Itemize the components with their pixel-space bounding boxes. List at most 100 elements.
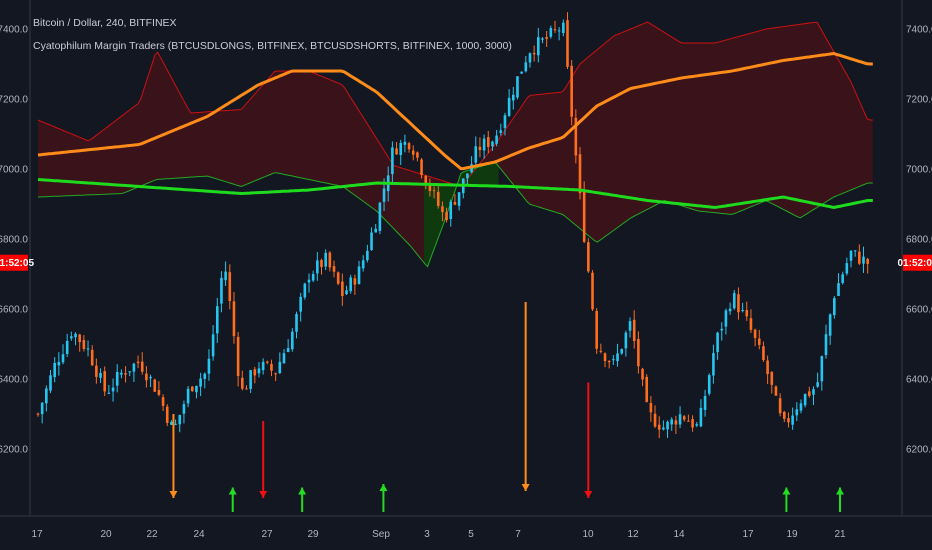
candles — [36, 12, 869, 439]
candle-body — [403, 141, 407, 145]
candle-body — [799, 403, 803, 411]
candle-body — [816, 382, 819, 387]
candle-body — [307, 279, 311, 283]
candle-body — [453, 201, 457, 205]
candle-body — [203, 373, 207, 379]
candle-body — [424, 175, 428, 185]
candle-body — [107, 392, 111, 394]
arrow-head-3 — [259, 491, 268, 498]
candle-body — [370, 232, 373, 250]
candle-body — [399, 142, 403, 156]
candle-body — [557, 30, 561, 32]
red-band-fill — [38, 22, 873, 267]
candle-body — [149, 377, 152, 379]
candle-body — [328, 252, 332, 268]
y-tick-right: 6400.0 — [906, 375, 932, 386]
candle-body — [507, 97, 511, 116]
candle-body — [161, 397, 165, 406]
candle-body — [278, 361, 282, 374]
candle-body — [607, 360, 611, 363]
x-tick-label: 10 — [582, 529, 594, 540]
candle-body — [787, 418, 790, 423]
candle-body — [357, 266, 361, 284]
candle-body — [603, 353, 607, 362]
price-tag-left-bg — [0, 254, 28, 271]
y-tick-right: 6600.0 — [906, 305, 932, 316]
candle-body — [378, 202, 382, 231]
candle-body — [499, 130, 503, 133]
candle-body — [291, 331, 294, 350]
candle-body — [416, 152, 419, 158]
candle-body — [753, 329, 757, 339]
candle-body — [482, 138, 486, 151]
candle-body — [762, 346, 765, 361]
candle-body — [712, 353, 715, 376]
arrow-head-2 — [228, 487, 237, 495]
candle-body — [186, 388, 190, 404]
candle-body — [240, 377, 244, 389]
candle-body — [616, 353, 619, 362]
candle-body — [99, 372, 102, 378]
candle-body — [111, 387, 115, 392]
candle-body — [582, 191, 586, 242]
candle-body — [341, 281, 344, 297]
candle-body — [649, 403, 653, 413]
orange-line — [37, 52, 873, 171]
candle-body — [511, 94, 515, 101]
candle-body — [274, 373, 277, 375]
candle-body — [353, 278, 357, 285]
candle-body — [70, 336, 73, 339]
candle-body — [866, 258, 869, 264]
candle-body — [257, 368, 261, 374]
candle-body — [628, 321, 632, 331]
green-band-fill — [424, 162, 499, 267]
candle-body — [682, 416, 686, 420]
candle-body — [858, 251, 861, 264]
candle-body — [53, 363, 56, 378]
candle-body — [766, 360, 769, 375]
candle-body — [541, 38, 544, 40]
candle-body — [366, 250, 369, 261]
candle-body — [495, 135, 498, 144]
candle-body — [486, 137, 490, 147]
candle-body — [324, 252, 327, 267]
candle-body — [491, 141, 494, 147]
y-tick-left: 6200.0 — [0, 445, 28, 456]
candle-body — [211, 334, 215, 357]
candle-body — [599, 350, 603, 352]
candle-body — [124, 373, 127, 375]
candle-body — [165, 406, 169, 423]
candle-body — [720, 328, 724, 331]
candle-body — [741, 310, 744, 312]
candle-body — [215, 306, 219, 334]
candle-body — [670, 419, 674, 425]
candle-body — [395, 148, 398, 155]
candle-body — [90, 349, 94, 366]
y-tick-right: 7400.0 — [906, 25, 932, 36]
candle-body — [253, 369, 257, 376]
candle-body — [662, 427, 665, 430]
candle-body — [587, 242, 590, 272]
candle-body — [228, 272, 232, 302]
candle-body — [190, 386, 194, 392]
y-tick-right: 6200.0 — [906, 445, 932, 456]
x-tick-label: 27 — [261, 529, 273, 540]
candle-body — [436, 191, 440, 206]
candle-body — [449, 201, 453, 220]
candle-body — [757, 338, 761, 345]
candle-body — [645, 376, 649, 402]
arrow-head-7 — [584, 491, 593, 498]
candle-body — [457, 192, 461, 206]
x-tick-label: 29 — [307, 529, 319, 540]
countdown-right: 01:52:05 — [897, 258, 932, 269]
y-tick-left: 6800.0 — [0, 235, 28, 246]
band-bottom-line — [37, 161, 873, 268]
candle-body — [691, 419, 694, 428]
candle-body — [774, 386, 778, 396]
candle-body — [140, 361, 144, 372]
candle-body — [286, 348, 290, 352]
countdown-left: 01:52:05 — [0, 258, 34, 269]
candle-body — [466, 173, 469, 179]
arrow-head-1 — [169, 491, 178, 498]
